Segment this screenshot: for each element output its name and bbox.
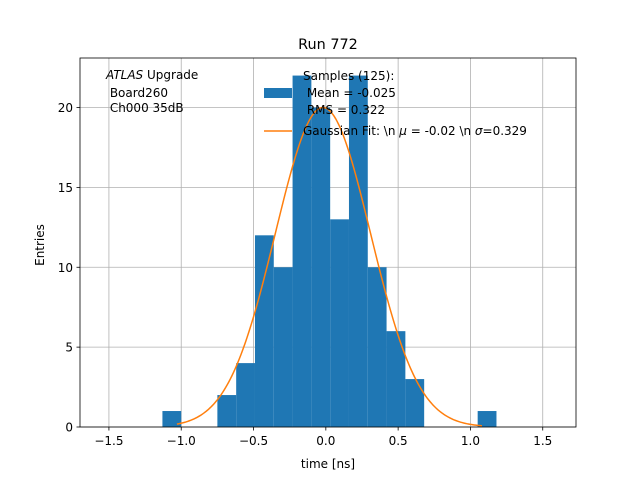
y-tick-label: 20 [58,101,73,115]
histogram-bar [386,331,406,427]
y-tick-label: 10 [58,261,73,275]
legend-histogram-patch [264,88,292,98]
y-axis-ticks: 0 5 10 15 20 [58,101,80,435]
atlas-italic: ATLAS [105,68,144,82]
histogram-bars [162,75,497,428]
chart-title: Run 772 [298,37,358,53]
y-tick-label: 5 [65,341,73,355]
x-tick-label: 1.0 [461,434,480,448]
histogram-bar [292,75,312,428]
gaussian-fit-curve [176,106,483,427]
histogram-bar [311,107,331,428]
atlas-annotation: ATLAS Upgrade Board260 Ch000 35dB [105,68,198,115]
legend-fit-label: Gaussian Fit: \n μ = -0.02 \n σ=0.329 [303,124,527,138]
legend: Samples (125): Mean = -0.025 RMS = 0.322… [264,69,527,138]
legend-hist-line3: RMS = 0.322 [303,103,385,117]
y-axis-label: Entries [33,224,47,266]
legend-fit-prefix: Gaussian Fit: \n [303,124,399,138]
histogram-bar [367,267,387,427]
legend-hist-line1: Samples (125): [303,69,394,83]
histogram-bar [477,411,497,427]
x-tick-label: 0.5 [389,434,408,448]
atlas-annotation-line1: ATLAS Upgrade [105,68,198,82]
histogram-bar [162,411,182,427]
legend-fit-mu-symbol: μ [398,124,407,138]
x-axis-label: time [ns] [301,457,355,471]
atlas-annotation-board: Board260 [106,86,168,100]
histogram-bar [405,379,425,427]
x-tick-label: 0.0 [316,434,335,448]
x-tick-label: −1.5 [94,434,123,448]
legend-fit-sigma-symbol: σ [475,124,483,138]
x-tick-label: 1.5 [533,434,552,448]
histogram-bar [348,75,368,428]
y-tick-label: 0 [65,421,73,435]
histogram-bar [273,267,293,427]
x-tick-label: −1.0 [167,434,196,448]
axes-frame [79,57,577,428]
legend-hist-line2: Mean = -0.025 [303,86,396,100]
atlas-upgrade: Upgrade [143,68,198,82]
histogram-bar [236,363,255,427]
y-tick-label: 15 [58,181,73,195]
histogram-bar [330,219,349,427]
legend-fit-mu-value: = -0.02 \n [407,124,475,138]
atlas-annotation-channel: Ch000 35dB [106,101,184,115]
legend-fit-sigma-value: =0.329 [483,124,527,138]
histogram-bar [217,395,237,427]
x-axis-ticks: −1.5 −1.0 −0.5 0.0 0.5 1.0 1.5 [94,427,552,448]
x-tick-label: −0.5 [239,434,268,448]
histogram-bar [254,235,274,427]
